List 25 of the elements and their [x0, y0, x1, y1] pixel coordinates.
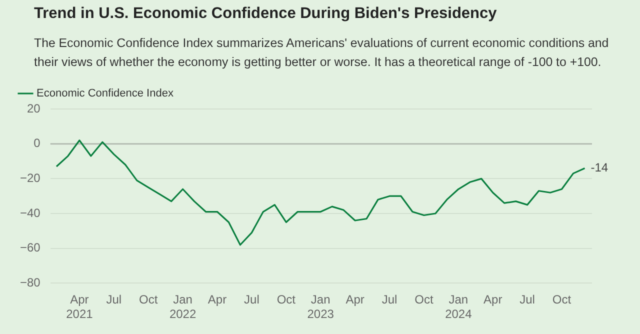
x-tick-label: Jan 2023 [307, 292, 334, 322]
x-tick-label: Apr [346, 292, 364, 307]
y-tick-label: −60 [20, 240, 41, 255]
x-tick-label: Apr [484, 292, 502, 307]
x-tick-label: Jul [244, 292, 260, 307]
y-tick-label: −40 [20, 206, 41, 220]
x-tick-label: Oct [414, 292, 434, 307]
y-tick-label: −80 [20, 276, 41, 290]
x-tick-label: Jul [106, 292, 122, 307]
y-tick-label: −20 [20, 170, 41, 185]
x-tick-label: Apr [208, 292, 227, 307]
annotation: -14 [590, 160, 608, 175]
y-tick-label: 0 [34, 136, 41, 150]
y-tick-label: 20 [26, 101, 41, 116]
x-tick-label: Jan 2024 [445, 292, 472, 322]
x-tick-label: Jan 2022 [169, 292, 196, 322]
x-tick-label: Apr 2021 [66, 292, 94, 322]
x-tick-label: Jul [382, 292, 398, 307]
legend-label: Economic Confidence Index [36, 88, 174, 100]
chart-subtitle: The Economic Confidence Index summarizes Americans' evaluations of current economic conditions and their views of whether the economy is getting better or worse. It has a theoretical range of -100 to +100. [34, 35, 610, 71]
chart-title: Trend in U.S. Economic Confidence During Biden's Presidency [34, 5, 497, 23]
x-tick-label: Oct [276, 292, 296, 307]
x-tick-label: Jul [520, 292, 535, 307]
x-tick-label: Oct [139, 292, 158, 307]
x-tick-label: Oct [552, 292, 572, 307]
